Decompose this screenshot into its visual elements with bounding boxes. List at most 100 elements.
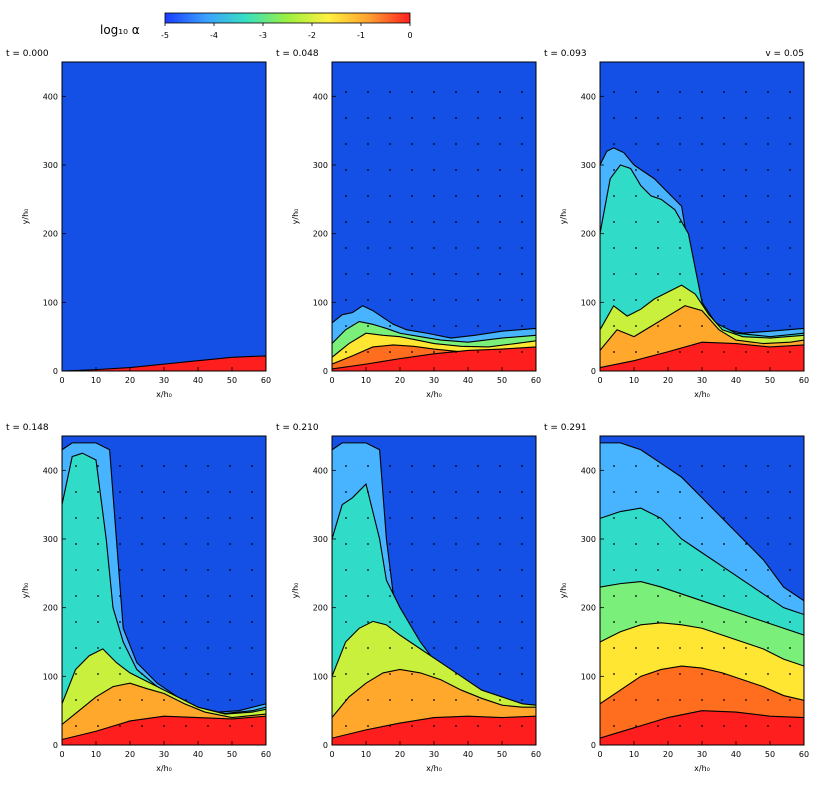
velocity-dot <box>679 117 681 119</box>
y-tick-label: 200 <box>313 604 328 613</box>
velocity-dot <box>635 465 637 467</box>
velocity-dot <box>345 351 347 353</box>
velocity-dot <box>635 143 637 145</box>
velocity-dot <box>745 91 747 93</box>
x-tick-label: 20 <box>395 750 405 759</box>
velocity-dot <box>499 517 501 519</box>
velocity-dot <box>723 569 725 571</box>
velocity-dot <box>723 195 725 197</box>
velocity-dot <box>207 543 209 545</box>
velocity-dot <box>207 725 209 727</box>
velocity-dot <box>701 221 703 223</box>
velocity-dot <box>635 221 637 223</box>
velocity-dot <box>789 699 791 701</box>
velocity-dot <box>499 569 501 571</box>
velocity-dot <box>657 117 659 119</box>
velocity-dot <box>389 569 391 571</box>
velocity-annotation: v = 0.05 <box>765 49 804 59</box>
velocity-dot <box>207 595 209 597</box>
velocity-dot <box>701 569 703 571</box>
x-tick-label: 10 <box>361 750 371 759</box>
x-tick-label: 10 <box>629 376 639 385</box>
velocity-dot <box>433 221 435 223</box>
x-tick-label: 60 <box>261 376 271 385</box>
velocity-dot <box>345 621 347 623</box>
velocity-dot <box>499 325 501 327</box>
velocity-dot <box>635 699 637 701</box>
y-tick-label: 300 <box>581 535 596 544</box>
velocity-dot <box>635 273 637 275</box>
velocity-dot <box>613 273 615 275</box>
velocity-dot <box>613 621 615 623</box>
velocity-dot <box>455 595 457 597</box>
velocity-dot <box>499 169 501 171</box>
velocity-dot <box>613 647 615 649</box>
contour-regions <box>62 442 266 745</box>
velocity-dot <box>389 143 391 145</box>
velocity-dot <box>251 621 253 623</box>
velocity-dot <box>701 351 703 353</box>
velocity-dot <box>229 491 231 493</box>
velocity-dot <box>119 647 121 649</box>
velocity-dot <box>679 299 681 301</box>
velocity-dot <box>455 325 457 327</box>
y-tick-label: 400 <box>581 466 596 475</box>
velocity-dot <box>657 647 659 649</box>
velocity-dot <box>789 491 791 493</box>
velocity-dot <box>455 117 457 119</box>
y-axis-label: y/h₀ <box>291 583 300 599</box>
velocity-dot <box>229 699 231 701</box>
velocity-dot <box>789 595 791 597</box>
velocity-dot <box>367 699 369 701</box>
velocity-dot <box>613 351 615 353</box>
velocity-dot <box>141 673 143 675</box>
panel-4: 0 10 20 30 40 50 60 0 100 200 300 400 t = 0.148 x/h₀ y… <box>6 423 271 773</box>
velocity-dot <box>521 465 523 467</box>
velocity-dot <box>701 621 703 623</box>
velocity-dot <box>701 517 703 519</box>
x-tick-label: 20 <box>125 750 135 759</box>
velocity-dot <box>745 143 747 145</box>
velocity-markers <box>613 465 791 727</box>
velocity-dot <box>635 647 637 649</box>
velocity-dot <box>701 325 703 327</box>
velocity-dot <box>477 595 479 597</box>
velocity-dot <box>163 543 165 545</box>
colorbar-tick-label: -4 <box>210 31 218 40</box>
velocity-dot <box>477 195 479 197</box>
velocity-dot <box>723 465 725 467</box>
velocity-dot <box>635 91 637 93</box>
x-tick-label: 50 <box>497 750 507 759</box>
velocity-dot <box>411 247 413 249</box>
velocity-dot <box>433 143 435 145</box>
velocity-dot <box>679 325 681 327</box>
velocity-dot <box>499 725 501 727</box>
velocity-dot <box>657 247 659 249</box>
velocity-dot <box>345 725 347 727</box>
velocity-dot <box>345 569 347 571</box>
y-tick-label: 300 <box>43 161 58 170</box>
velocity-dot <box>613 725 615 727</box>
velocity-dot <box>455 273 457 275</box>
x-tick-label: 20 <box>663 376 673 385</box>
velocity-dot <box>679 699 681 701</box>
velocity-dot <box>229 595 231 597</box>
x-tick-label: 40 <box>193 750 203 759</box>
velocity-dot <box>455 143 457 145</box>
velocity-dot <box>433 543 435 545</box>
y-tick-label: 100 <box>581 298 596 307</box>
velocity-dot <box>657 621 659 623</box>
velocity-dot <box>367 543 369 545</box>
velocity-dot <box>613 673 615 675</box>
velocity-dot <box>433 725 435 727</box>
velocity-dot <box>745 465 747 467</box>
velocity-dot <box>411 299 413 301</box>
velocity-dot <box>229 465 231 467</box>
velocity-dot <box>367 595 369 597</box>
contour-regions <box>332 442 536 745</box>
x-tick-label: 30 <box>697 376 707 385</box>
velocity-dot <box>499 699 501 701</box>
velocity-dot <box>229 673 231 675</box>
velocity-dot <box>723 725 725 727</box>
velocity-dot <box>251 725 253 727</box>
